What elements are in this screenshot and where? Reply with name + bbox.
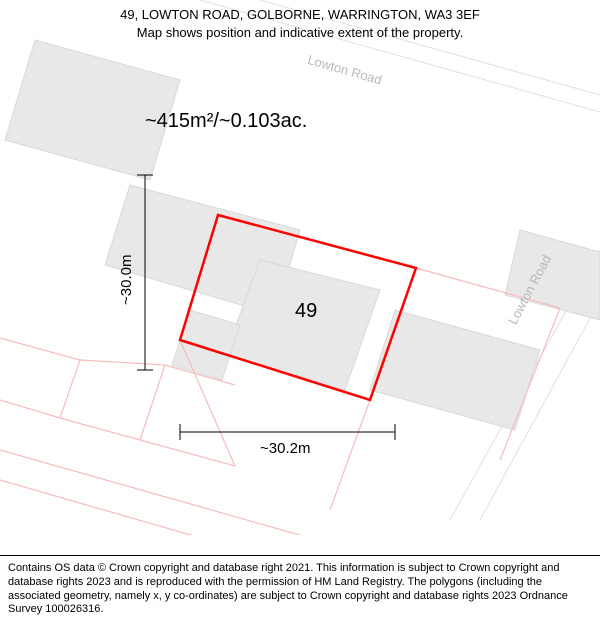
width-dimension-label: ~30.2m — [260, 440, 310, 457]
area-label: ~415m²/~0.103ac. — [145, 110, 307, 133]
plot-number: 49 — [295, 300, 317, 323]
subtitle-line: Map shows position and indicative extent… — [0, 24, 600, 42]
copyright-text: Contains OS data © Crown copyright and d… — [8, 562, 568, 615]
copyright-footer: Contains OS data © Crown copyright and d… — [0, 555, 600, 625]
height-dimension-label: ~30.0m — [118, 255, 135, 305]
buildings — [5, 40, 600, 430]
address-line: 49, LOWTON ROAD, GOLBORNE, WARRINGTON, W… — [0, 6, 600, 24]
header: 49, LOWTON ROAD, GOLBORNE, WARRINGTON, W… — [0, 0, 600, 41]
map-area: ~415m²/~0.103ac. 49 ~30.2m ~30.0m Lowton… — [0, 0, 600, 535]
